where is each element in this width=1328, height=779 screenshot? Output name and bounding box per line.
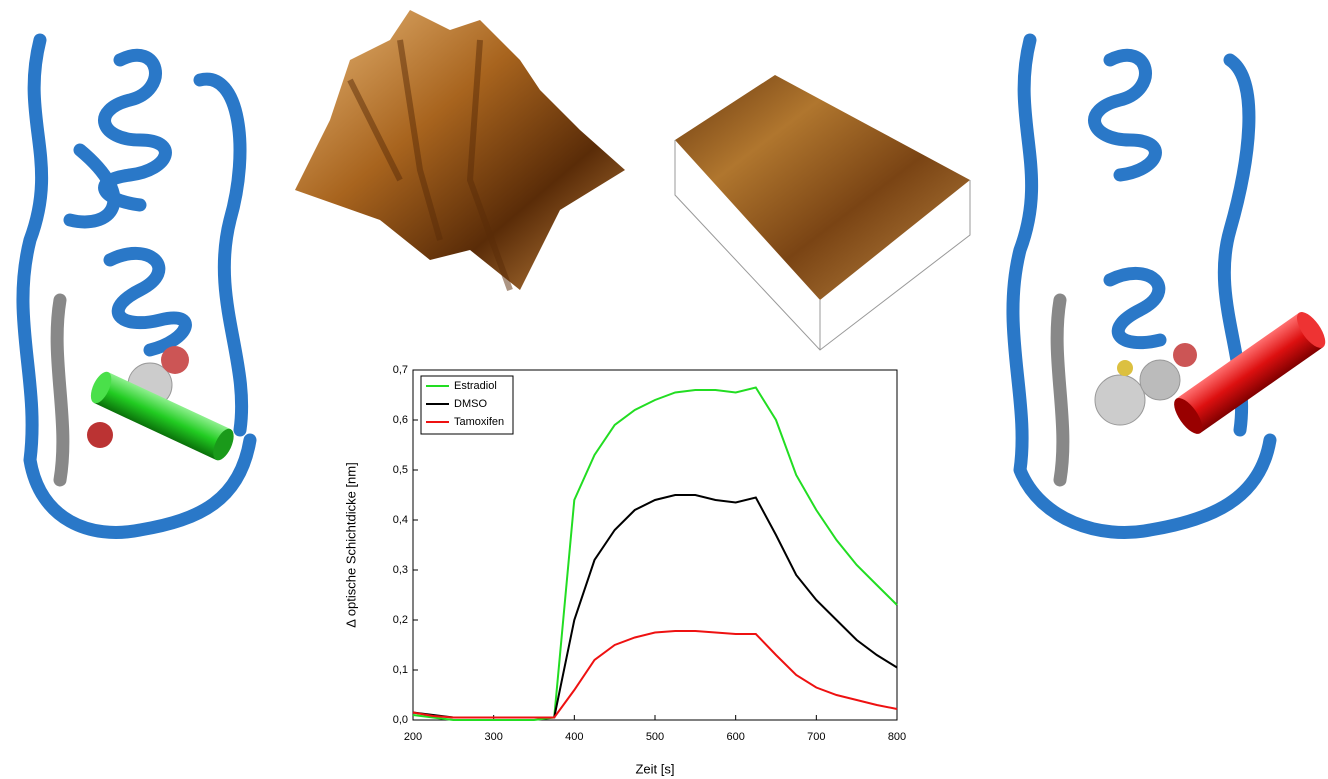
y-tick-label: 0,1 (393, 664, 408, 676)
ligand-left (87, 346, 238, 463)
series-line (413, 631, 897, 718)
protein-right (1013, 40, 1270, 533)
figure: Zeit [s] Δ optische Schichtdicke [nm] 0,… (0, 0, 1328, 779)
ligand-right (1095, 308, 1328, 439)
afm-surface-1 (295, 10, 625, 290)
legend-label: DMSO (454, 398, 487, 410)
y-tick-label: 0,5 (393, 464, 408, 476)
legend-label: Tamoxifen (454, 416, 504, 428)
y-tick-label: 0,0 (393, 714, 408, 726)
x-tick-label: 300 (484, 731, 502, 743)
x-tick-label: 800 (888, 731, 906, 743)
x-tick-label: 700 (807, 731, 825, 743)
x-tick-label: 500 (646, 731, 664, 743)
y-tick-label: 0,7 (393, 364, 408, 376)
x-tick-label: 600 (726, 731, 744, 743)
afm-surface-2 (675, 75, 970, 350)
x-tick-label: 200 (404, 731, 422, 743)
y-tick-label: 0,3 (393, 564, 408, 576)
series-line (413, 388, 897, 721)
y-tick-label: 0,6 (393, 414, 408, 426)
x-axis-title: Zeit [s] (635, 761, 674, 776)
y-tick-label: 0,4 (393, 514, 408, 526)
legend-label: Estradiol (454, 380, 497, 392)
y-axis-title: Δ optische Schichtdicke [nm] (343, 462, 358, 627)
x-tick-label: 400 (565, 731, 583, 743)
series-line (413, 495, 897, 718)
y-tick-label: 0,2 (393, 614, 408, 626)
